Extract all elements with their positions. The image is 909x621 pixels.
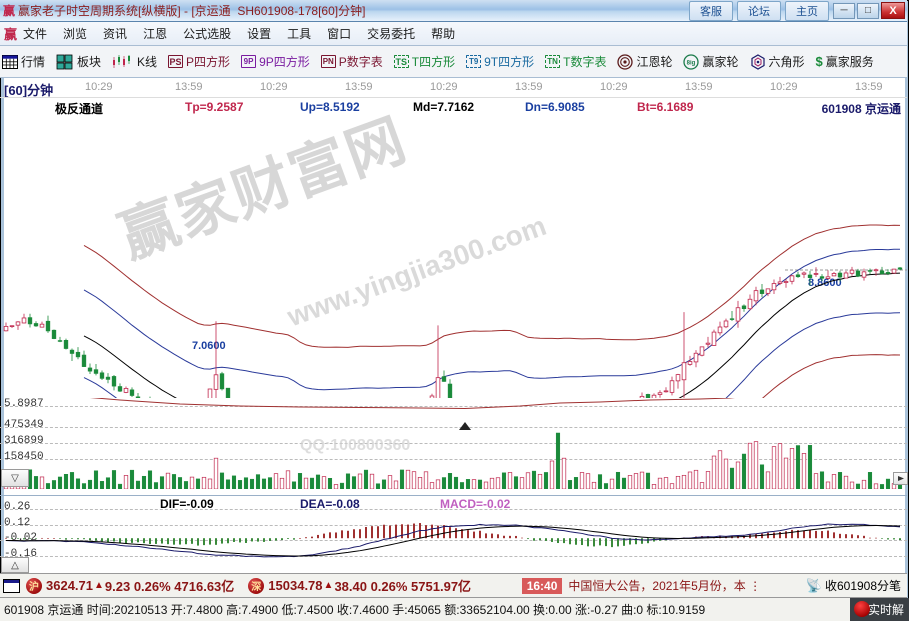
svg-text:www.yingjia300.com: www.yingjia300.com (282, 210, 550, 333)
svg-text:QQ:100800360: QQ:100800360 (300, 437, 410, 454)
svg-text:赢家财富网: 赢家财富网 (111, 112, 415, 271)
svg-text:8ig: 8ig (687, 60, 696, 66)
